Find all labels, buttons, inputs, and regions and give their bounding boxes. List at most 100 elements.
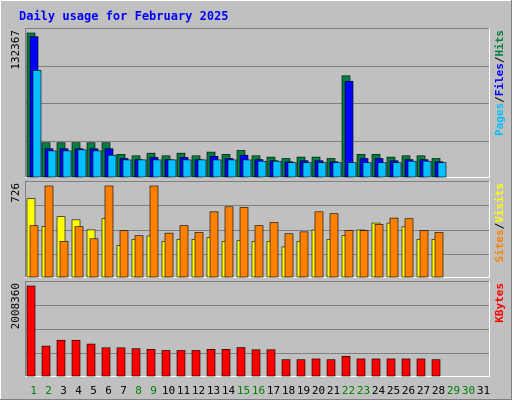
panel-max-label: 2008360 (9, 283, 22, 329)
legend-separator: / (493, 222, 506, 229)
day-label-20: 20 (312, 384, 325, 397)
day-label-18: 18 (282, 384, 295, 397)
bar-sites-day-5 (89, 238, 99, 278)
day-label-11: 11 (177, 384, 190, 397)
bar-pages-day-19 (302, 162, 312, 178)
day-label-7: 7 (120, 384, 127, 397)
bar-pages-day-3 (62, 150, 72, 178)
bar-kbytes-day-6 (101, 347, 111, 377)
day-label-26: 26 (402, 384, 415, 397)
bar-kbytes-day-13 (206, 349, 216, 377)
bar-kbytes-day-20 (311, 358, 321, 377)
day-label-8: 8 (135, 384, 142, 397)
bar-kbytes-day-15 (236, 347, 246, 377)
bar-pages-day-22 (347, 162, 357, 178)
bar-kbytes-day-23 (356, 358, 366, 377)
day-label-12: 12 (192, 384, 205, 397)
day-label-10: 10 (162, 384, 175, 397)
chart-title: Daily usage for February 2025 (19, 9, 229, 23)
bar-sites-day-7 (119, 230, 129, 278)
bar-sites-day-3 (59, 240, 69, 278)
bar-sites-day-25 (389, 217, 399, 278)
bar-sites-day-11 (179, 225, 189, 278)
day-axis-labels: 1 2 3 4 5 6 7 8 9 10 11 12 13 14 15 16 17 18 19 20 21 22 23 24 2… (30, 384, 490, 397)
bar-kbytes-day-4 (71, 339, 81, 377)
panel-max-label: 132367 (9, 30, 22, 70)
legend-item-files: Files (493, 63, 506, 96)
bar-sites-day-19 (299, 231, 309, 278)
panel-legend: Sites/Visits (493, 183, 506, 263)
day-label-5: 5 (90, 384, 97, 397)
bar-sites-day-18 (284, 233, 294, 278)
bar-kbytes-day-18 (281, 359, 291, 377)
bar-sites-day-27 (419, 230, 429, 278)
day-label-31: 31 (477, 384, 490, 397)
day-label-14: 14 (222, 384, 236, 397)
bar-pages-day-2 (47, 150, 57, 178)
bar-pages-day-4 (77, 149, 87, 178)
bar-sites-day-14 (224, 206, 234, 278)
bar-sites-day-28 (434, 232, 444, 278)
bar-pages-day-13 (212, 159, 222, 178)
bar-pages-day-7 (122, 159, 132, 178)
day-label-15: 15 (237, 384, 250, 397)
bar-sites-day-23 (359, 230, 369, 278)
bar-sites-day-12 (194, 232, 204, 278)
bar-pages-day-23 (362, 162, 372, 178)
day-label-25: 25 (387, 384, 400, 397)
day-label-2: 2 (45, 384, 52, 397)
bar-pages-day-24 (377, 162, 387, 178)
legend-item-kbytes: KBytes (493, 283, 506, 323)
panel-hits-files-pages: 132367 Pages/Files/Hits (9, 28, 506, 178)
bar-kbytes-day-14 (221, 349, 231, 377)
bar-kbytes-day-19 (296, 359, 306, 377)
bar-pages-day-14 (227, 159, 237, 178)
day-label-17: 17 (267, 384, 280, 397)
bar-pages-day-17 (272, 160, 282, 178)
bar-pages-day-8 (137, 159, 147, 178)
bar-kbytes-day-8 (131, 348, 141, 377)
day-label-16: 16 (252, 384, 265, 397)
bar-pages-day-20 (317, 162, 327, 178)
bar-pages-day-27 (422, 160, 432, 178)
panel-visits-sites: 726 Sites/Visits (9, 181, 506, 278)
bar-sites-day-9 (149, 185, 159, 278)
bar-sites-day-1 (29, 225, 39, 278)
bar-sites-day-10 (164, 232, 174, 278)
bar-sites-day-22 (344, 230, 354, 278)
bar-kbytes-day-7 (116, 347, 126, 377)
bar-sites-day-2 (44, 185, 54, 278)
bar-pages-day-16 (257, 160, 267, 178)
day-label-9: 9 (150, 384, 157, 397)
panel-legend: KBytes (493, 283, 506, 323)
bar-pages-day-11 (182, 159, 192, 178)
legend-item-pages: Pages (493, 103, 506, 136)
bar-pages-day-21 (332, 162, 342, 178)
panel-legend: Pages/Files/Hits (493, 30, 506, 136)
bar-sites-day-16 (254, 225, 264, 278)
bar-kbytes-day-11 (176, 350, 186, 377)
bar-kbytes-day-12 (191, 350, 201, 377)
bar-pages-day-15 (242, 159, 252, 178)
bar-pages-day-6 (107, 154, 117, 178)
legend-separator: / (493, 96, 506, 103)
panel-max-label: 726 (9, 183, 22, 203)
bar-pages-day-26 (407, 160, 417, 178)
bar-pages-day-5 (92, 150, 102, 178)
bar-sites-day-4 (74, 226, 84, 278)
bar-kbytes-day-27 (416, 358, 426, 377)
bar-sites-day-26 (404, 218, 414, 278)
day-label-6: 6 (105, 384, 112, 397)
bar-sites-day-15 (239, 207, 249, 278)
bar-kbytes-day-28 (431, 359, 441, 377)
bar-pages-day-18 (287, 162, 297, 178)
bar-kbytes-day-17 (266, 349, 276, 377)
day-label-3: 3 (60, 384, 67, 397)
bar-kbytes-day-26 (401, 358, 411, 377)
bar-sites-day-21 (329, 213, 339, 278)
bar-kbytes-day-2 (41, 345, 51, 377)
bar-pages-day-12 (197, 159, 207, 178)
day-label-21: 21 (327, 384, 340, 397)
bar-kbytes-day-3 (56, 339, 66, 377)
